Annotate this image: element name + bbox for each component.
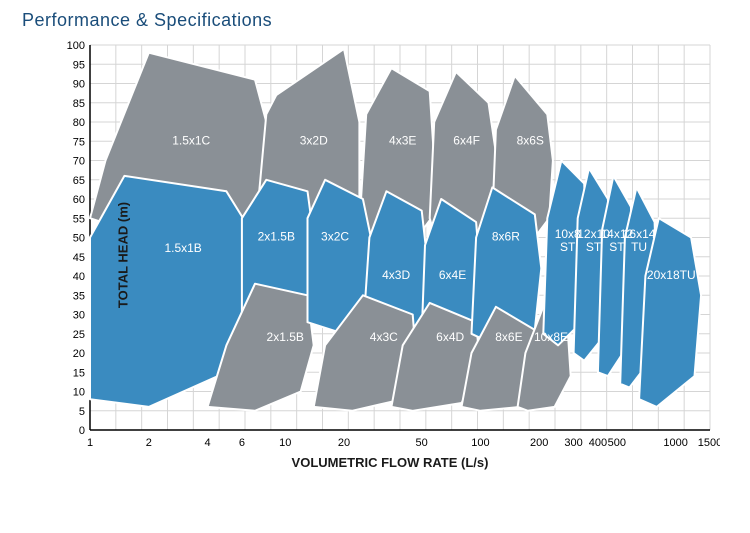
ytick-10: 10 xyxy=(73,387,85,399)
ytick-25: 25 xyxy=(73,329,85,341)
region-label-8x6S: 8x6S xyxy=(517,133,544,147)
xtick-200: 200 xyxy=(530,437,548,449)
xtick-50: 50 xyxy=(416,437,428,449)
ytick-40: 40 xyxy=(73,271,85,283)
region-label-14x12ST-1: ST xyxy=(609,240,625,254)
region-label-4x3C: 4x3C xyxy=(370,330,398,344)
ytick-35: 35 xyxy=(73,290,85,302)
xtick-4: 4 xyxy=(204,437,210,449)
ytick-70: 70 xyxy=(73,156,85,168)
ytick-0: 0 xyxy=(79,425,85,437)
region-label-8x6R: 8x6R xyxy=(492,230,520,244)
page-title: Performance & Specifications xyxy=(22,10,730,31)
region-label-10x8E: 10x8E xyxy=(534,330,568,344)
region-label-6x4F: 6x4F xyxy=(453,133,480,147)
x-axis-label: VOLUMETRIC FLOW RATE (L/s) xyxy=(60,455,720,470)
ytick-55: 55 xyxy=(73,213,85,225)
ytick-20: 20 xyxy=(73,348,85,360)
ytick-50: 50 xyxy=(73,233,85,245)
region-label-3x2C: 3x2C xyxy=(321,230,349,244)
xtick-1500: 1500 xyxy=(698,437,720,449)
region-label-3x2D: 3x2D xyxy=(300,133,328,147)
xtick-300: 300 xyxy=(564,437,582,449)
region-label-20x18TU: 20x18TU xyxy=(647,268,696,282)
xtick-6: 6 xyxy=(239,437,245,449)
ytick-65: 65 xyxy=(73,175,85,187)
ytick-85: 85 xyxy=(73,98,85,110)
xtick-1000: 1000 xyxy=(663,437,687,449)
region-label-6x4E: 6x4E xyxy=(439,268,466,282)
region-label-2x1p5Bb: 2x1.5B xyxy=(267,330,304,344)
ytick-100: 100 xyxy=(67,40,85,52)
y-axis-label: TOTAL HEAD (m) xyxy=(116,202,131,308)
region-label-4x3D: 4x3D xyxy=(382,268,410,282)
ytick-75: 75 xyxy=(73,136,85,148)
region-label-1p5x1B: 1.5x1B xyxy=(164,241,201,255)
region-label-16x14TU-1: TU xyxy=(631,240,647,254)
xtick-500: 500 xyxy=(608,437,626,449)
region-label-6x4D: 6x4D xyxy=(436,330,464,344)
ytick-15: 15 xyxy=(73,367,85,379)
ytick-30: 30 xyxy=(73,310,85,322)
ytick-95: 95 xyxy=(73,59,85,71)
xtick-10: 10 xyxy=(279,437,291,449)
xtick-100: 100 xyxy=(471,437,489,449)
xtick-1: 1 xyxy=(87,437,93,449)
region-label-2x1p5Ba: 2x1.5B xyxy=(258,230,295,244)
xtick-20: 20 xyxy=(338,437,350,449)
xtick-2: 2 xyxy=(146,437,152,449)
ytick-60: 60 xyxy=(73,194,85,206)
region-label-8x6E: 8x6E xyxy=(495,330,522,344)
region-label-16x14TU-0: 16x14 xyxy=(623,227,656,241)
region-label-1p5x1C: 1.5x1C xyxy=(172,133,210,147)
xtick-400: 400 xyxy=(589,437,607,449)
chart-area: TOTAL HEAD (m) 1.5x1C3x2D4x3E6x4F8x6S1.5… xyxy=(60,40,720,470)
ytick-45: 45 xyxy=(73,252,85,264)
ytick-90: 90 xyxy=(73,79,85,91)
region-label-4x3E: 4x3E xyxy=(389,133,416,147)
chart-svg: 1.5x1C 3x2D 4x3E 6x4F 8x6S 1.5x1B 2x1.5B 2x1.5B… xyxy=(60,40,720,470)
region-label-12x10ST-1: ST xyxy=(586,240,602,254)
region-label-10x8ST-1: ST xyxy=(560,240,576,254)
ytick-80: 80 xyxy=(73,117,85,129)
ytick-5: 5 xyxy=(79,406,85,418)
